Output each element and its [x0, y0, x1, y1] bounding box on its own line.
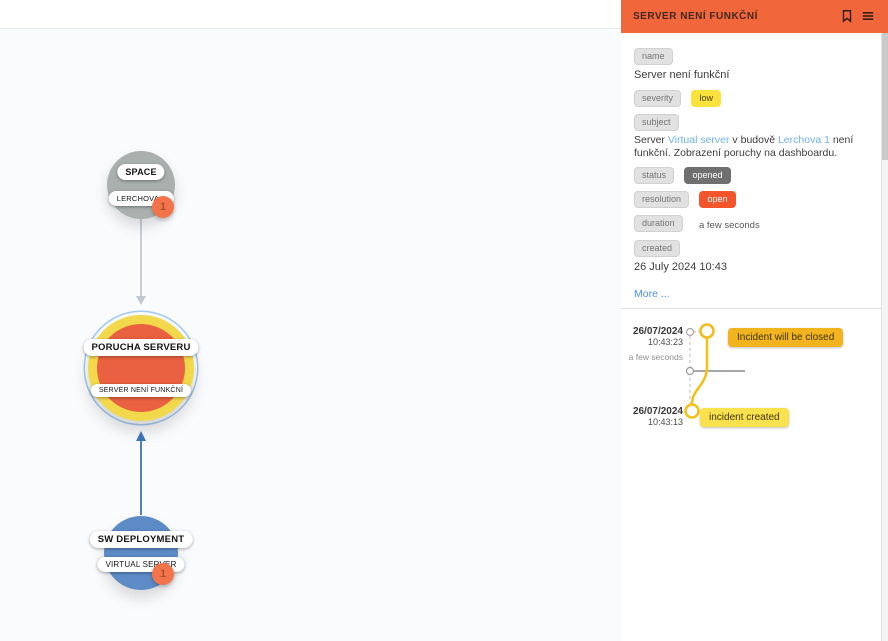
alert-count-badge[interactable]: 1 [152, 196, 174, 218]
field-label-created: created [634, 240, 681, 258]
node-incident[interactable] [97, 324, 185, 412]
bookmark-icon[interactable] [840, 9, 854, 23]
lerchova-link[interactable]: Lerchova 1 [777, 134, 830, 146]
timeline-duration-note: a few seconds [628, 352, 683, 362]
field-label-duration: duration [634, 215, 683, 233]
field-label-name: name [634, 48, 673, 66]
subject-text-part: Server [634, 134, 668, 146]
timeline-time: 10:43:23 [647, 337, 683, 347]
timeline-event-icon[interactable] [699, 323, 715, 339]
created-value: 26 July 2024 10:43 [634, 261, 727, 273]
timeline-date: 26/07/2024 [632, 326, 683, 337]
timeline-event-badge[interactable]: incident created [700, 408, 789, 427]
subject-value: Server Virtual server v budově Lerchova … [634, 134, 862, 160]
menu-icon[interactable] [861, 9, 875, 23]
more-link[interactable]: More ... [634, 288, 670, 300]
subject-text-part: v budově [729, 134, 778, 146]
node-incident-subtitle: SERVER NENÍ FUNKČNÍ [90, 384, 192, 397]
timeline-date: 26/07/2024 [632, 406, 683, 417]
duration-value: a few seconds [698, 220, 760, 231]
virtual-server-link[interactable]: Virtual server [667, 134, 730, 146]
divider [621, 308, 881, 309]
field-label-subject: subject [634, 114, 679, 132]
graph-edges [136, 219, 146, 515]
incident-timeline: 26/07/2024 10:43:23 a few seconds Incide… [621, 308, 888, 443]
status-value-chip: opened [684, 167, 731, 185]
alert-count-badge[interactable]: 1 [152, 563, 174, 585]
node-sw-title: SW DEPLOYMENT [89, 531, 193, 548]
field-label-severity: severity [634, 90, 682, 108]
incident-detail-panel: SERVER NENÍ FUNKČNÍ name Server není fun… [621, 0, 888, 641]
name-value: Server není funkční [634, 69, 730, 81]
timeline-graphic [684, 323, 745, 419]
timeline-time: 10:43:13 [647, 417, 683, 427]
panel-scrollbar[interactable] [881, 33, 888, 641]
timeline-node-icon [685, 327, 695, 337]
severity-value-chip: low [691, 90, 721, 108]
graph-canvas[interactable]: SPACE LERCHOVA 1 1 PORUCHA SERVERU SERVE… [0, 0, 621, 641]
scrollbar-thumb[interactable] [882, 33, 888, 160]
timeline-now-icon [685, 366, 695, 376]
field-label-status: status [634, 167, 675, 185]
timeline-event-badge[interactable]: Incident will be closed [728, 328, 844, 347]
panel-title: SERVER NENÍ FUNKČNÍ [633, 11, 758, 22]
canvas-toolbar [0, 0, 621, 29]
field-label-resolution: resolution [634, 191, 690, 209]
panel-header: SERVER NENÍ FUNKČNÍ [621, 0, 888, 33]
arrow-up-icon [136, 431, 146, 441]
resolution-value-chip: open [699, 191, 736, 209]
node-space-title: SPACE [117, 164, 165, 180]
arrow-down-icon [136, 296, 146, 305]
node-incident-title: PORUCHA SERVERU [83, 339, 199, 356]
timeline-event-icon[interactable] [684, 403, 700, 419]
subject-text-part: není funkční. Zobrazení poruchy na dashb… [634, 134, 854, 160]
